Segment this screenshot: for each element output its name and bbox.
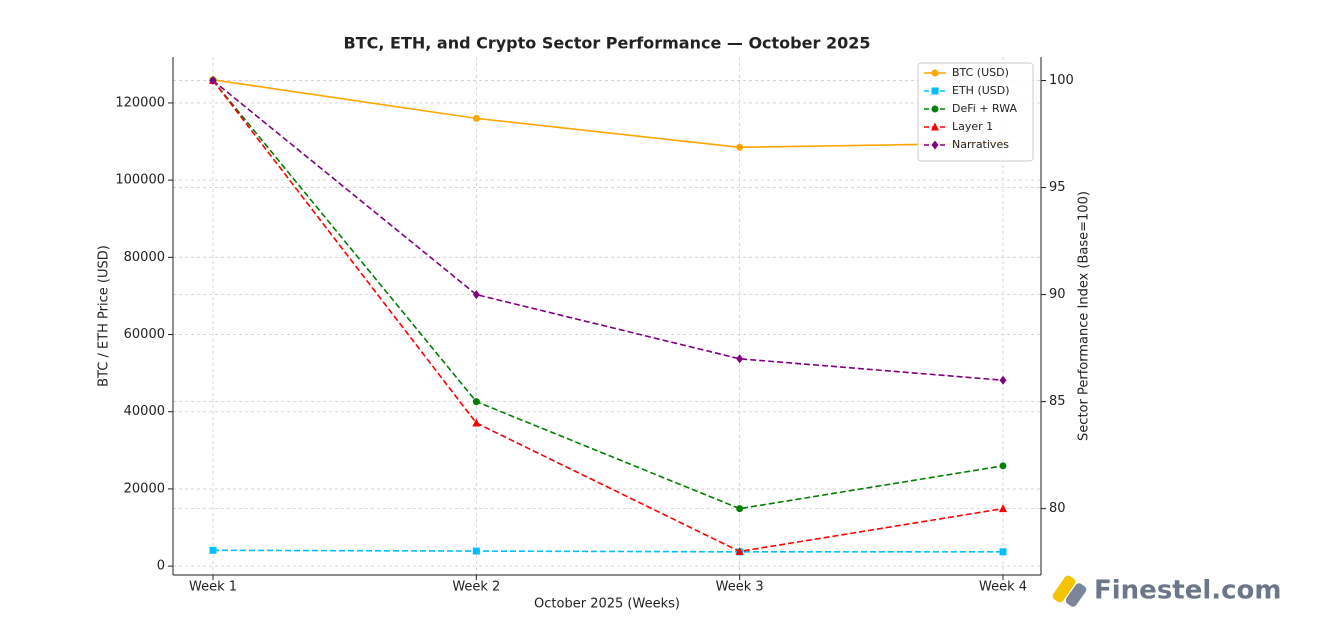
x-tick-label: Week 3 — [716, 580, 764, 595]
marker — [735, 546, 744, 555]
x-tick-label: Week 4 — [979, 580, 1027, 595]
series-line — [212, 78, 1004, 149]
legend: BTC (USD) ETH (USD) DeFi + RWA Layer 1 Narra… — [917, 62, 1034, 162]
marker — [472, 418, 481, 427]
marker — [736, 354, 744, 364]
y2-axis-label: Sector Performance Index (Base=100) — [1077, 191, 1092, 441]
legend-label: ETH (USD) — [952, 84, 1010, 97]
marker — [209, 546, 217, 554]
legend-label: Narratives — [952, 138, 1009, 151]
legend-label: DeFi + RWA — [952, 102, 1018, 115]
x-tick-label: Week 2 — [452, 580, 500, 595]
marker — [931, 105, 939, 113]
brand-logo: Finestel.com — [1052, 575, 1282, 607]
y-tick-label: 40000 — [124, 404, 165, 419]
legend-label: BTC (USD) — [952, 66, 1009, 79]
logo-shape — [1052, 575, 1076, 603]
marker — [209, 76, 217, 86]
series — [209, 76, 1007, 385]
marker — [931, 122, 939, 131]
marker — [931, 140, 939, 150]
x-tick-label: Week 1 — [189, 580, 237, 595]
series-line — [212, 80, 1004, 553]
marker — [472, 398, 480, 406]
y-tick-label: 100000 — [115, 173, 165, 188]
x-axis-label: October 2025 (Weeks) — [534, 597, 680, 612]
marker — [472, 114, 480, 122]
y2-tick-label: 85 — [1049, 394, 1066, 409]
marker — [999, 504, 1007, 513]
y-tick-label: 0 — [157, 559, 165, 574]
legend-label: Layer 1 — [952, 120, 993, 133]
marker — [472, 547, 480, 555]
y2-tick-label: 80 — [1049, 501, 1066, 516]
marker — [931, 69, 939, 77]
y2-tick-label: 95 — [1049, 180, 1066, 195]
y-tick-label: 80000 — [124, 250, 165, 265]
marker — [736, 505, 744, 513]
marker — [999, 548, 1007, 556]
y2-tick-label: 90 — [1049, 287, 1066, 302]
legend-box — [917, 62, 1034, 162]
series-line — [212, 80, 1004, 510]
y-axis-label: BTC / ETH Price (USD) — [97, 245, 112, 387]
y-tick-label: 60000 — [124, 327, 165, 342]
marker — [736, 143, 744, 151]
logo-shape — [1065, 583, 1087, 607]
marker — [999, 375, 1007, 385]
series-line — [212, 549, 1003, 553]
series-line — [212, 79, 1004, 382]
marker — [472, 290, 480, 300]
marker — [999, 462, 1007, 470]
y-tick-label: 20000 — [124, 481, 165, 496]
brand-text: Finestel.com — [1094, 576, 1282, 606]
y-tick-label: 120000 — [115, 95, 165, 110]
chart-title: BTC, ETH, and Crypto Sector Performance … — [344, 34, 871, 53]
marker — [931, 87, 939, 95]
y2-tick-label: 100 — [1049, 73, 1074, 88]
